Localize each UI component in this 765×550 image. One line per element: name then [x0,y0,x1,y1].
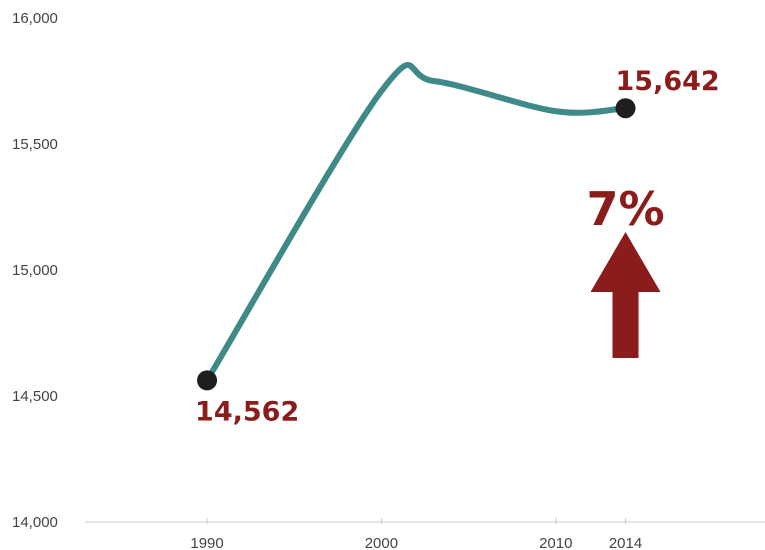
endpoint-marker [197,370,218,391]
change-percent-label: 7% [586,182,664,236]
endpoint-marker [615,98,636,119]
y-tick-label: 16,000 [12,10,58,27]
change-annotation: 7% [586,182,665,358]
y-tick-label: 14,000 [12,514,58,531]
x-tick-label: 1990 [190,535,223,550]
up-arrow-icon [590,232,661,358]
endpoint-value-label: 15,642 [616,66,720,97]
endpoint-value-label: 14,562 [195,396,299,427]
x-tick-label: 2000 [365,535,398,550]
x-tick-label: 2014 [609,535,642,550]
y-tick-label: 15,500 [12,136,58,153]
series-line [204,62,629,384]
x-tick-label: 2010 [539,535,572,550]
y-axis-ticks: 14,000 14,500 15,000 15,500 16,000 [12,10,58,531]
x-axis-ticks: 1990 2000 2010 2014 [190,518,642,550]
y-tick-label: 15,000 [12,262,58,279]
endpoint-markers [197,98,636,391]
endpoint-labels: 14,562 15,642 [195,66,720,427]
y-tick-label: 14,500 [12,388,58,405]
